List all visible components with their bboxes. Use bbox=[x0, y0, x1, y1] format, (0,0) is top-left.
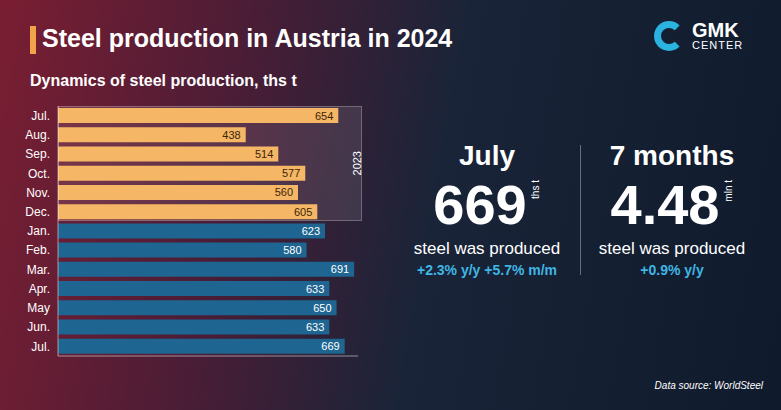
svg-text:605: 605 bbox=[294, 206, 312, 218]
html-text:mln t: mln t bbox=[722, 180, 734, 202]
svg-text:Jun.: Jun. bbox=[27, 320, 50, 334]
html-text:Data source: WorldSteel: Data source: WorldSteel bbox=[654, 380, 763, 391]
html-text:4.48: 4.48 bbox=[610, 173, 720, 236]
html-text:+2.3% y/y +5.7% m/m: +2.3% y/y +5.7% m/m bbox=[417, 262, 557, 278]
svg-text:Dec.: Dec. bbox=[25, 205, 50, 219]
html-text:steel was produced: steel was produced bbox=[598, 239, 746, 258]
svg-text:633: 633 bbox=[306, 283, 324, 295]
svg-text:Apr.: Apr. bbox=[29, 282, 50, 296]
html-text:7 months: 7 months bbox=[609, 140, 735, 171]
html-text:ths t: ths t bbox=[529, 180, 541, 199]
svg-text:560: 560 bbox=[275, 186, 293, 198]
svg-text:Jul.: Jul. bbox=[31, 109, 50, 123]
svg-text:May: May bbox=[27, 301, 50, 315]
svg-text:650: 650 bbox=[313, 302, 331, 314]
svg-text:Nov.: Nov. bbox=[26, 186, 50, 200]
svg-text:Oct.: Oct. bbox=[28, 167, 50, 181]
html-text:669: 669 bbox=[433, 173, 527, 236]
svg-text:Feb.: Feb. bbox=[26, 243, 50, 257]
svg-text:669: 669 bbox=[321, 340, 339, 352]
html-text:+0.9% y/y: +0.9% y/y bbox=[640, 262, 704, 278]
html-text:2023: 2023 bbox=[351, 151, 363, 176]
svg-text:514: 514 bbox=[255, 148, 273, 160]
svg-text:Mar.: Mar. bbox=[27, 263, 50, 277]
svg-text:438: 438 bbox=[222, 129, 240, 141]
html-text:CENTER: CENTER bbox=[692, 39, 744, 51]
svg-text:Aug.: Aug. bbox=[25, 128, 50, 142]
html-text:steel was produced: steel was produced bbox=[413, 239, 561, 258]
html-text:Steel production in Austria in: Steel production in Austria in 2024 bbox=[42, 24, 453, 52]
html-text:GMK: GMK bbox=[692, 19, 739, 41]
svg-text:623: 623 bbox=[302, 225, 320, 237]
svg-text:Jan.: Jan. bbox=[27, 224, 50, 238]
html-text:July: July bbox=[459, 140, 515, 171]
svg-text:577: 577 bbox=[282, 167, 300, 179]
svg-text:654: 654 bbox=[315, 110, 333, 122]
svg-text:580: 580 bbox=[283, 244, 301, 256]
html-text:Dynamics of steel production,: Dynamics of steel production, ths t bbox=[30, 72, 297, 89]
svg-text:Jul.: Jul. bbox=[31, 340, 50, 354]
svg-text:Sep.: Sep. bbox=[25, 147, 50, 161]
svg-text:691: 691 bbox=[331, 263, 349, 275]
svg-text:633: 633 bbox=[306, 321, 324, 333]
